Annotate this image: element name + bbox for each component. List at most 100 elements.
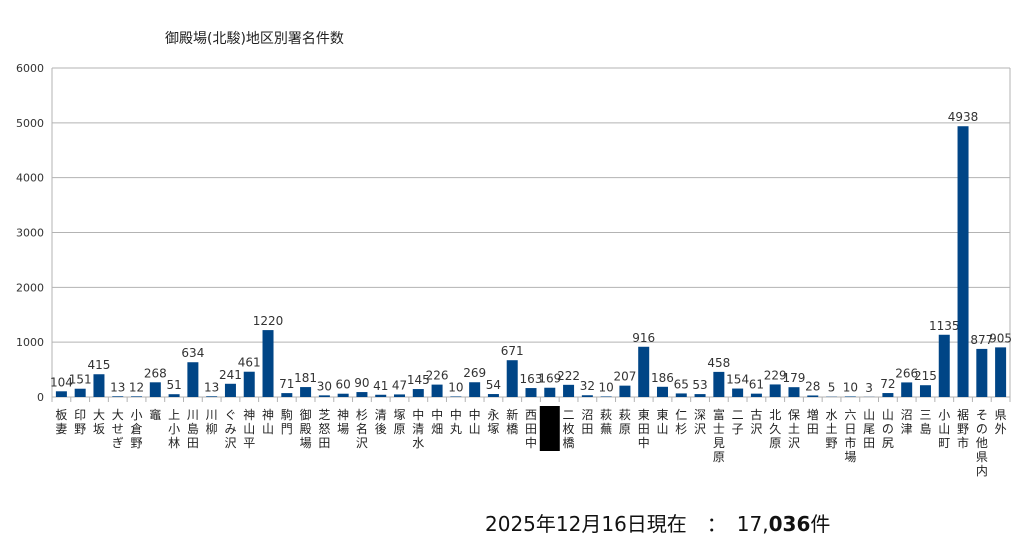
bar (112, 396, 124, 397)
x-tick-label: 林 (168, 436, 180, 450)
x-tick-label: 野 (957, 422, 969, 436)
data-label: 28 (805, 379, 820, 393)
bar (788, 387, 800, 397)
x-tick-label: 田 (318, 436, 330, 450)
x-tick-label: 新 (506, 407, 518, 422)
x-tick-label: 倉 (131, 421, 143, 436)
x-tick-label: 日 (844, 422, 856, 436)
x-tick-label: 永 (487, 408, 499, 422)
data-label: 169 (538, 372, 561, 386)
x-tick-label: 中 (469, 407, 481, 422)
x-tick-label: 東 (638, 408, 650, 422)
bar (882, 393, 894, 397)
x-tick-label: 仁 (675, 408, 687, 422)
x-tick-label: 妻 (55, 422, 67, 436)
x-tick-label: 萩 (619, 408, 631, 422)
data-label: 226 (426, 369, 449, 383)
data-label: 104 (50, 375, 73, 389)
x-tick-label: 島 (919, 421, 931, 436)
x-tick-label: 田 (187, 436, 199, 450)
y-tick-label: 3000 (16, 227, 44, 240)
data-label: 179 (783, 371, 806, 385)
bar (262, 330, 274, 397)
x-tick-label: 他 (976, 436, 988, 450)
x-tick-label: 怒 (318, 421, 330, 436)
x-tick-label: 津 (901, 422, 913, 436)
x-tick-label: 土 (788, 422, 800, 436)
data-label: 72 (880, 377, 895, 391)
x-tick-label: 子 (732, 422, 744, 436)
data-label: 10 (448, 380, 463, 394)
x-tick-label: 富 (713, 407, 725, 422)
x-tick-label: 西 (525, 408, 537, 422)
bar (938, 334, 950, 397)
data-label: 13 (110, 380, 125, 394)
x-tick-label: 山 (863, 408, 875, 422)
x-tick-label: 小 (168, 422, 180, 436)
bar (206, 396, 218, 397)
x-tick-label: 蕪 (600, 422, 612, 436)
data-label: 10 (598, 380, 613, 394)
x-tick-label: 殿 (300, 422, 312, 436)
total-suffix: 件 (810, 512, 831, 536)
x-tick-label: 沢 (788, 436, 800, 450)
data-label: 266 (895, 366, 918, 380)
x-tick-label: 杉 (675, 422, 687, 436)
total-count-text: 2025年12月16日現在 ： 17,036件 (485, 508, 830, 537)
x-tick-label: 山 (656, 422, 668, 436)
x-tick-label: 坂 (93, 422, 105, 436)
data-label: 13 (204, 380, 219, 394)
bar (732, 388, 744, 397)
bar (581, 395, 593, 397)
bar (356, 392, 368, 397)
x-tick-label: 東 (656, 408, 668, 422)
x-tick-label: 増 (807, 408, 819, 422)
x-tick-label: の (882, 422, 894, 436)
x-tick-label: 野 (74, 422, 86, 436)
x-tick-label: 二 (563, 408, 575, 422)
data-label: 53 (692, 378, 707, 392)
x-tick-label: 沢 (356, 436, 368, 450)
x-tick-label: 田 (807, 422, 819, 436)
x-tick-label: 沢 (224, 436, 236, 450)
x-tick-label: 山 (262, 422, 274, 436)
x-tick-label: 橋 (506, 422, 518, 436)
x-tick-label: 駒 (281, 408, 293, 422)
x-tick-label: の (976, 422, 988, 436)
x-tick-label: 萩 (600, 408, 612, 422)
data-label: 30 (317, 379, 332, 393)
redaction-box (539, 406, 560, 451)
data-label: 181 (294, 371, 317, 385)
total-prefix: 17, (736, 512, 769, 536)
bar (131, 396, 143, 397)
x-tick-label: 古 (750, 407, 762, 422)
bar (55, 391, 67, 397)
data-label: 163 (520, 372, 543, 386)
data-label: 65 (674, 377, 689, 391)
x-tick-label: 沼 (581, 408, 593, 422)
x-tick-label: 水 (412, 436, 424, 450)
x-tick-label: 土 (826, 422, 838, 436)
bar (563, 384, 575, 397)
total-bold: 036 (768, 512, 811, 536)
data-label: 61 (749, 378, 764, 392)
bar (506, 360, 518, 397)
bar (318, 395, 330, 397)
bar (807, 395, 819, 397)
data-label: 145 (407, 373, 430, 387)
x-tick-label: 原 (394, 422, 406, 436)
x-tick-label: 島 (187, 421, 199, 436)
x-tick-label: 外 (995, 422, 1007, 436)
x-tick-label: 清 (412, 422, 424, 436)
x-tick-label: 川 (206, 408, 218, 422)
bar (187, 362, 199, 397)
x-tick-label: 神 (262, 408, 274, 422)
x-tick-label: 久 (769, 422, 781, 436)
x-tick-label: 裾 (957, 407, 969, 422)
x-tick-label: 小 (938, 408, 950, 422)
x-tick-label: 神 (243, 408, 255, 422)
x-tick-label: 田 (863, 436, 875, 450)
x-tick-label: 沼 (901, 408, 913, 422)
data-label: 268 (144, 366, 167, 380)
data-label: 151 (69, 373, 92, 387)
